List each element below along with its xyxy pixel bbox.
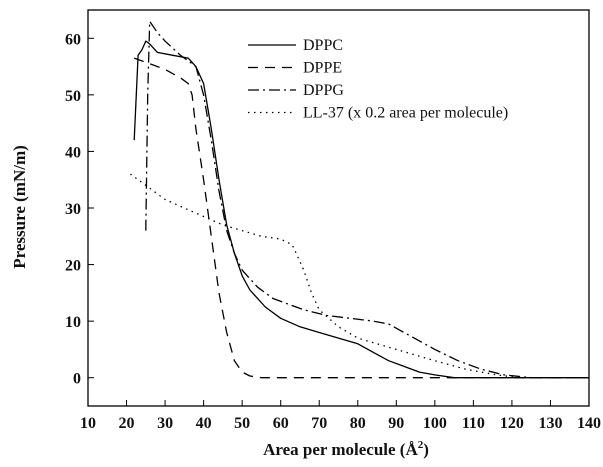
- y-tick-label: 30: [65, 201, 81, 218]
- x-tick-label: 40: [196, 415, 212, 432]
- y-tick-label: 50: [65, 88, 81, 105]
- x-tick-label: 140: [577, 415, 601, 432]
- legend-label: DPPC: [303, 37, 343, 54]
- x-tick-label: 100: [423, 415, 447, 432]
- y-tick-label: 60: [65, 31, 81, 48]
- legend-label: DPPG: [303, 82, 344, 99]
- legend: DPPC DPPE DPPG LL-37 (x 0.2 area per molecu…: [248, 37, 508, 122]
- y-tick-label: 40: [65, 144, 81, 161]
- x-tick-label: 70: [311, 415, 327, 432]
- legend-label: LL-37 (x 0.2 area per molecule): [303, 105, 508, 122]
- y-tick-label: 20: [65, 258, 81, 275]
- y-tick-label: 10: [65, 314, 81, 331]
- x-tick-label: 30: [157, 415, 173, 432]
- legend-label: DPPE: [303, 60, 342, 77]
- x-tick-label: 130: [538, 415, 562, 432]
- x-axis-ticks: 10 20 30 40 50 60 70 80 90 100 110 120 130 140: [80, 400, 601, 432]
- x-tick-label: 20: [119, 415, 135, 432]
- series-line-dppg: [145, 20, 589, 379]
- series-line-ll-37: [130, 173, 589, 379]
- y-tick-label: 0: [73, 371, 81, 388]
- y-axis-ticks: 0 10 20 30 40 50 60: [65, 31, 94, 388]
- x-axis-title: Area per molecule (Å2): [263, 439, 429, 459]
- series-lines: [130, 20, 589, 379]
- x-tick-label: 50: [234, 415, 250, 432]
- series-line-dppc: [133, 40, 589, 379]
- x-tick-label: 10: [80, 415, 96, 432]
- x-tick-label: 110: [462, 415, 485, 432]
- x-tick-label: 120: [500, 415, 524, 432]
- y-axis-title: Pressure (mN/m): [10, 145, 29, 269]
- x-tick-label: 60: [273, 415, 289, 432]
- x-tick-label: 80: [350, 415, 366, 432]
- x-tick-label: 90: [388, 415, 404, 432]
